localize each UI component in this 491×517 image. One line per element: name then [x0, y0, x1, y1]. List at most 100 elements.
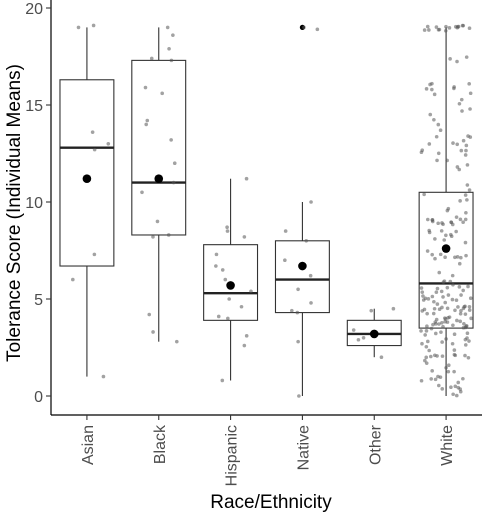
point-white	[419, 329, 423, 333]
point-white	[432, 299, 436, 304]
point-white	[430, 87, 434, 92]
point-white	[441, 324, 445, 329]
point-white	[458, 217, 463, 222]
point-white	[437, 270, 442, 275]
point-white	[453, 384, 458, 389]
box-native	[274, 202, 330, 396]
point-white	[462, 321, 466, 326]
point-hispanic	[244, 176, 249, 181]
point-white	[446, 363, 451, 368]
point-white	[445, 320, 450, 324]
point-white	[449, 385, 453, 389]
point-white	[468, 91, 473, 96]
point-white	[425, 24, 430, 29]
point-white	[454, 393, 459, 398]
box-black	[131, 27, 187, 342]
point-white	[430, 81, 434, 86]
point-black	[174, 339, 179, 344]
point-white	[432, 92, 437, 97]
point-white	[427, 142, 432, 146]
point-white	[435, 286, 440, 291]
point-white	[421, 298, 426, 302]
y-tick-label: 10	[25, 195, 43, 212]
mean-marker-hispanic	[226, 281, 235, 290]
point-white	[464, 143, 469, 148]
point-black	[160, 91, 164, 96]
point-white	[463, 193, 468, 197]
point-white	[420, 309, 425, 313]
point-native	[302, 25, 306, 30]
point-white	[445, 208, 450, 213]
point-white	[433, 331, 438, 336]
point-black	[144, 122, 149, 127]
point-asian	[90, 130, 95, 134]
point-white	[468, 107, 472, 111]
point-white	[468, 296, 473, 301]
point-white	[442, 279, 447, 283]
point-other	[356, 337, 361, 342]
point-white	[463, 153, 468, 157]
point-white	[441, 222, 445, 227]
point-white	[461, 23, 466, 28]
point-white	[420, 290, 425, 294]
point-white	[424, 87, 429, 91]
point-white	[460, 109, 464, 113]
point-white	[435, 302, 440, 306]
point-white	[459, 308, 463, 313]
point-native	[283, 229, 288, 233]
point-white	[458, 387, 463, 391]
boxes-layer	[59, 27, 474, 396]
point-white	[446, 293, 451, 297]
point-white	[422, 28, 427, 32]
y-tick-label: 0	[34, 389, 43, 406]
point-black	[147, 312, 152, 317]
point-white	[439, 330, 443, 334]
point-white	[451, 141, 455, 145]
point-white	[455, 255, 460, 259]
x-tick-label-black: Black	[152, 424, 169, 464]
point-white	[440, 387, 445, 391]
point-hispanic	[223, 277, 228, 282]
x-tick-label-white: White	[439, 425, 456, 466]
point-black	[151, 330, 155, 334]
x-tick-label-asian: Asian	[80, 425, 97, 465]
point-white	[424, 344, 429, 349]
point-white	[454, 298, 459, 303]
point-white	[459, 293, 463, 297]
point-white	[455, 142, 460, 147]
point-hispanic	[227, 297, 231, 301]
point-white	[419, 150, 424, 155]
point-other	[379, 355, 384, 360]
point-white	[459, 148, 464, 153]
mean-marker-white	[441, 244, 451, 253]
point-white	[437, 307, 442, 312]
point-white	[456, 24, 461, 29]
point-white	[464, 253, 468, 258]
point-white	[467, 82, 471, 86]
point-white	[449, 220, 454, 225]
point-white	[434, 322, 438, 326]
point-white	[450, 273, 455, 278]
point-white	[434, 25, 439, 29]
point-white	[461, 220, 465, 225]
point-white	[442, 238, 447, 242]
point-native	[296, 339, 300, 344]
point-asian	[71, 277, 75, 282]
point-hispanic	[220, 268, 225, 272]
point-white	[453, 255, 457, 260]
point-white	[463, 217, 468, 222]
point-white	[465, 163, 470, 167]
point-white	[436, 151, 441, 156]
point-white	[464, 210, 468, 215]
point-white	[455, 59, 459, 64]
point-white	[430, 294, 435, 299]
point-white	[467, 308, 472, 312]
mean-marker-black	[154, 174, 164, 184]
point-white	[443, 255, 447, 260]
point-black	[166, 233, 171, 237]
point-asian	[106, 142, 111, 146]
point-white	[444, 365, 448, 370]
point-hispanic	[242, 343, 247, 348]
point-native	[296, 287, 300, 292]
point-hispanic	[225, 229, 230, 233]
